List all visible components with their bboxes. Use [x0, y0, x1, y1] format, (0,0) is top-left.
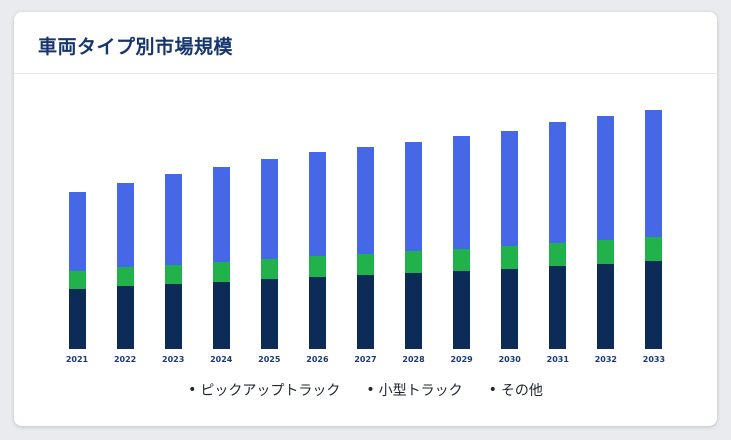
x-axis-label: 2031 [546, 355, 569, 364]
bar-plot: 2021 2022 2023 2024 2025 2026 2027 2028 2029 2030… [60, 86, 671, 364]
chart-area: 2021 2022 2023 2024 2025 2026 2027 2028 2029 2030… [14, 74, 717, 426]
bar-segment[interactable] [116, 267, 134, 286]
legend-item[interactable]: • ピックアップトラック [188, 380, 340, 400]
bar-segment[interactable] [308, 277, 326, 349]
bar-segment[interactable] [356, 254, 374, 275]
x-axis-label: 2028 [402, 355, 425, 364]
bar-stack[interactable] [260, 159, 278, 349]
x-axis-label: 2029 [450, 355, 473, 364]
bar-group: 2023 [156, 174, 190, 364]
bar-group: 2033 [637, 110, 671, 364]
bar-segment[interactable] [549, 122, 567, 243]
bar-stack[interactable] [356, 147, 374, 349]
x-axis-label: 2032 [594, 355, 617, 364]
bar-segment[interactable] [212, 167, 230, 262]
bar-segment[interactable] [116, 286, 134, 349]
bar-segment[interactable] [405, 273, 423, 349]
bar-segment[interactable] [453, 136, 471, 249]
legend-item[interactable]: • 小型トラック [366, 380, 462, 400]
bar-group: 2029 [445, 136, 479, 364]
legend-bullet-icon: • [366, 382, 375, 398]
bar-stack[interactable] [549, 122, 567, 349]
bar-segment[interactable] [68, 289, 86, 349]
bar-segment[interactable] [308, 256, 326, 277]
bar-segment[interactable] [645, 261, 663, 349]
legend-bullet-icon: • [488, 382, 497, 398]
bar-segment[interactable] [597, 240, 615, 264]
chart-title: 車両タイプ別市場規模 [38, 36, 234, 58]
bar-stack[interactable] [164, 174, 182, 349]
x-axis-label: 2026 [306, 355, 329, 364]
bar-segment[interactable] [597, 116, 615, 240]
bar-segment[interactable] [260, 259, 278, 279]
bar-segment[interactable] [501, 246, 519, 269]
legend-item[interactable]: • その他 [489, 380, 543, 400]
bar-segment[interactable] [501, 131, 519, 246]
bar-stack[interactable] [597, 116, 615, 349]
bar-stack[interactable] [116, 183, 134, 349]
chart-legend: • ピックアップトラック • 小型トラック • その他 [60, 364, 671, 426]
x-axis-label: 2023 [162, 355, 185, 364]
bar-segment[interactable] [260, 159, 278, 259]
bar-segment[interactable] [212, 262, 230, 282]
bar-segment[interactable] [164, 265, 182, 284]
chart-card: 車両タイプ別市場規模 2021 2022 2023 2024 2025 2026 2027 2… [14, 12, 717, 426]
bar-group: 2024 [204, 167, 238, 364]
bar-segment[interactable] [356, 275, 374, 349]
bar-segment[interactable] [164, 174, 182, 265]
bar-stack[interactable] [308, 152, 326, 349]
x-axis-label: 2033 [642, 355, 666, 364]
bar-stack[interactable] [405, 142, 423, 349]
bar-segment[interactable] [260, 279, 278, 349]
bar-segment[interactable] [308, 152, 326, 256]
x-axis-label: 2024 [210, 355, 233, 364]
bar-segment[interactable] [164, 284, 182, 349]
legend-label: 小型トラック [378, 383, 463, 399]
bar-segment[interactable] [405, 251, 423, 273]
bar-group: 2030 [493, 131, 527, 364]
bar-group: 2021 [60, 192, 94, 364]
bar-segment[interactable] [68, 192, 86, 271]
bar-group: 2032 [589, 116, 623, 364]
bar-stack[interactable] [453, 136, 471, 349]
bar-segment[interactable] [597, 264, 615, 349]
x-axis-label: 2021 [65, 355, 89, 364]
bar-segment[interactable] [116, 183, 134, 267]
bar-stack[interactable] [501, 131, 519, 349]
x-axis-label: 2027 [354, 355, 377, 364]
legend-bullet-icon: • [188, 382, 197, 398]
bar-group: 2031 [541, 122, 575, 364]
bar-segment[interactable] [549, 266, 567, 349]
card-header: 車両タイプ別市場規模 [14, 12, 717, 74]
bar-stack[interactable] [68, 192, 86, 349]
bar-group: 2027 [348, 147, 382, 364]
bar-segment[interactable] [356, 147, 374, 254]
bar-segment[interactable] [212, 282, 230, 349]
legend-label: ピックアップトラック [200, 383, 341, 399]
bar-segment[interactable] [68, 271, 86, 289]
x-axis-label: 2022 [113, 355, 137, 364]
bar-stack[interactable] [645, 110, 663, 349]
bar-group: 2028 [397, 142, 431, 364]
bar-stack[interactable] [212, 167, 230, 349]
bar-segment[interactable] [501, 269, 519, 349]
bar-segment[interactable] [453, 271, 471, 349]
bar-segment[interactable] [405, 142, 423, 251]
legend-label: その他 [500, 383, 543, 399]
x-axis-label: 2030 [498, 355, 521, 364]
x-axis-label: 2025 [258, 355, 281, 364]
bar-group: 2026 [300, 152, 334, 364]
bar-segment[interactable] [645, 237, 663, 261]
bar-group: 2022 [108, 183, 142, 364]
bar-segment[interactable] [645, 110, 663, 237]
bar-segment[interactable] [549, 243, 567, 266]
bar-segment[interactable] [453, 249, 471, 271]
bar-group: 2025 [252, 159, 286, 364]
